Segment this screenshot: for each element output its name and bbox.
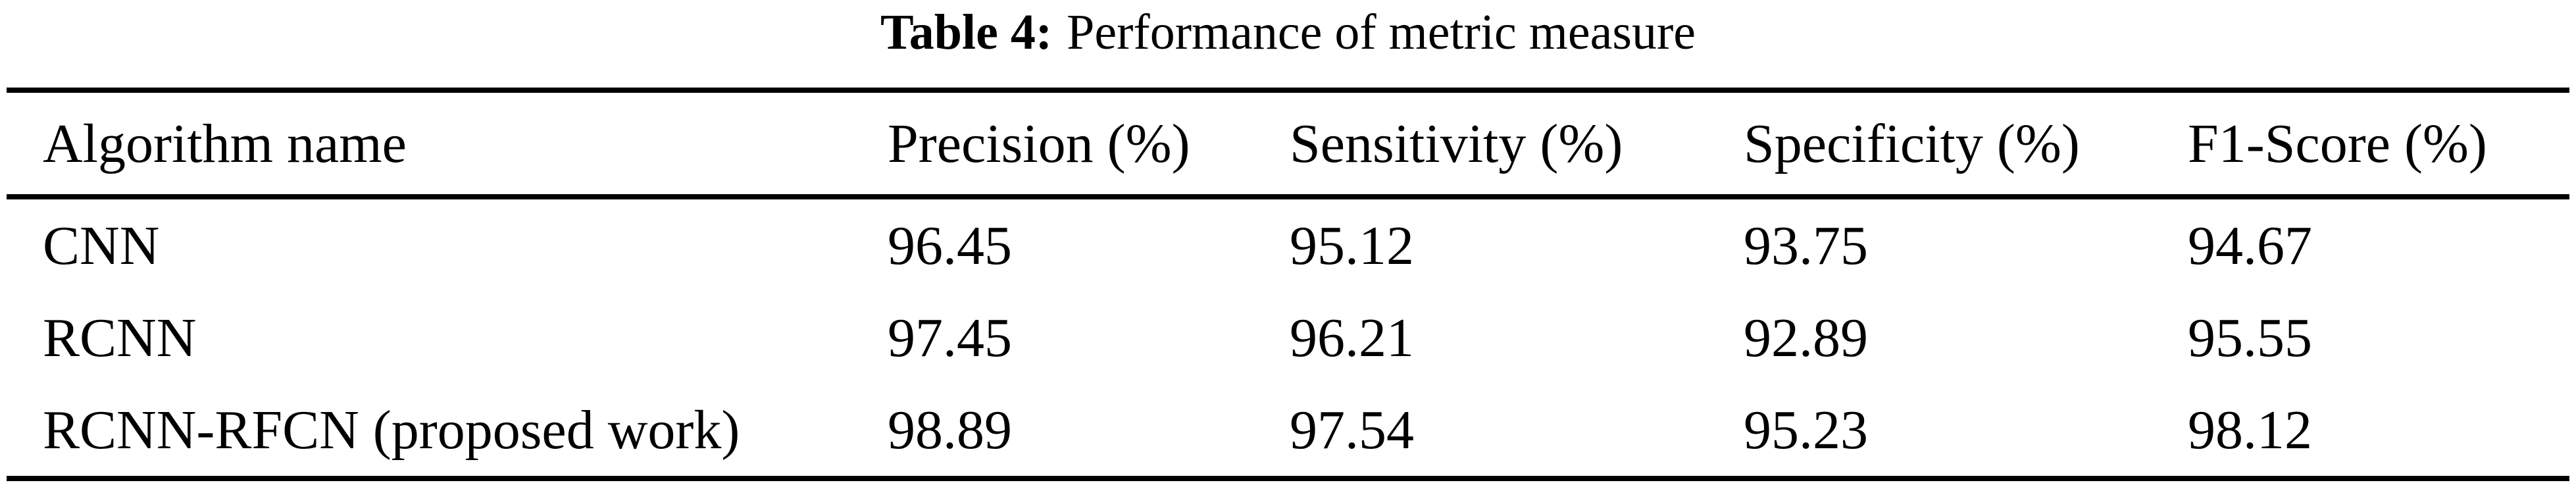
cell-specificity: 95.23 xyxy=(1744,399,1868,461)
cell-f1-score: 98.12 xyxy=(2188,399,2312,461)
cell-precision: 97.45 xyxy=(888,307,1012,369)
table-caption-number: Table 4: xyxy=(880,5,1053,60)
col-header-f1-score: F1-Score (%) xyxy=(2188,90,2569,199)
cell-f1-score: 95.55 xyxy=(2188,307,2312,369)
cell-algorithm: RCNN-RFCN (proposed work) xyxy=(43,399,740,461)
metrics-table: Algorithm name Precision (%) Sensitivity… xyxy=(7,88,2569,481)
col-header-specificity: Specificity (%) xyxy=(1744,90,2188,199)
cell-sensitivity: 95.12 xyxy=(1290,215,1414,276)
col-header-precision: Precision (%) xyxy=(888,90,1290,199)
table-row-rcnn: RCNN 97.45 96.21 92.89 95.55 xyxy=(7,292,2569,384)
cell-f1-score: 94.67 xyxy=(2188,215,2312,276)
header-row: Algorithm name Precision (%) Sensitivity… xyxy=(7,90,2569,199)
col-header-sensitivity: Sensitivity (%) xyxy=(1290,90,1744,199)
table-row-cnn: CNN 96.45 95.12 93.75 94.67 xyxy=(7,197,2569,292)
cell-algorithm: RCNN xyxy=(43,307,197,369)
table-row-rcnn-rfcn: RCNN-RFCN (proposed work) 98.89 97.54 95… xyxy=(7,384,2569,478)
table-caption: Table 4: Performance of metric measure xyxy=(0,1,2576,64)
cell-specificity: 93.75 xyxy=(1744,215,1868,276)
cell-algorithm: CNN xyxy=(43,215,160,276)
cell-specificity: 92.89 xyxy=(1744,307,1868,369)
cell-sensitivity: 97.54 xyxy=(1290,399,1414,461)
table-caption-text: Performance of metric measure xyxy=(1067,5,1696,60)
col-header-algorithm-name: Algorithm name xyxy=(7,90,888,199)
cell-precision: 98.89 xyxy=(888,399,1012,461)
cell-precision: 96.45 xyxy=(888,215,1012,276)
cell-sensitivity: 96.21 xyxy=(1290,307,1414,369)
